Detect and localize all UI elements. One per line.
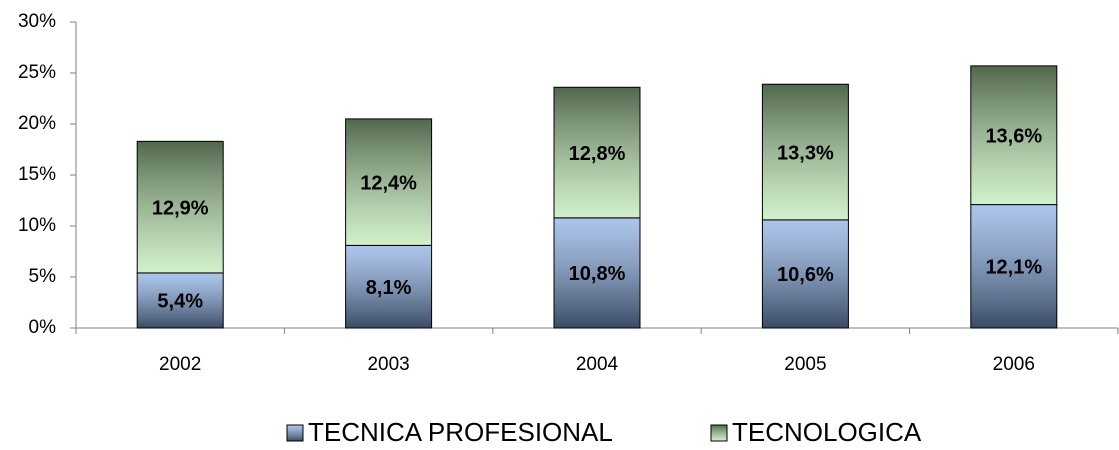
- x-tick-label: 2005: [784, 354, 826, 375]
- data-label: 12,8%: [569, 143, 626, 165]
- data-label: 8,1%: [366, 277, 412, 299]
- data-label: 10,8%: [569, 263, 626, 285]
- data-label: 10,6%: [777, 264, 834, 286]
- bar-shade: [761, 83, 849, 221]
- x-tick-label: 2004: [576, 354, 619, 375]
- legend-swatch-shade: [286, 424, 304, 442]
- bar-shade: [345, 118, 433, 246]
- y-tick-label: 10%: [18, 215, 56, 236]
- bar-shade: [553, 86, 641, 219]
- y-tick-label: 15%: [18, 164, 56, 185]
- x-tick-label: 2006: [993, 354, 1035, 375]
- data-label: 12,9%: [152, 197, 209, 219]
- data-label: 12,4%: [360, 172, 417, 194]
- x-tick-label: 2002: [159, 354, 201, 375]
- bar-shade: [761, 219, 849, 329]
- y-tick-label: 20%: [18, 113, 56, 134]
- y-tick-label: 5%: [29, 266, 57, 287]
- x-tick-label: 2003: [367, 354, 409, 375]
- bar-shade: [136, 140, 224, 274]
- bar-shade: [553, 217, 641, 329]
- legend-swatch-shade: [710, 424, 728, 442]
- data-label: 12,1%: [985, 257, 1042, 279]
- y-tick-label: 0%: [29, 317, 57, 338]
- data-label: 5,4%: [157, 291, 203, 313]
- legend-label: TECNOLOGICA: [732, 417, 922, 447]
- legend-label: TECNICA PROFESIONAL: [308, 417, 613, 447]
- bar-shade: [970, 204, 1058, 329]
- y-tick-label: 25%: [18, 62, 56, 83]
- data-label: 13,6%: [985, 126, 1042, 148]
- bar-shade: [970, 65, 1058, 206]
- y-tick-label: 30%: [18, 11, 56, 32]
- data-label: 13,3%: [777, 142, 834, 164]
